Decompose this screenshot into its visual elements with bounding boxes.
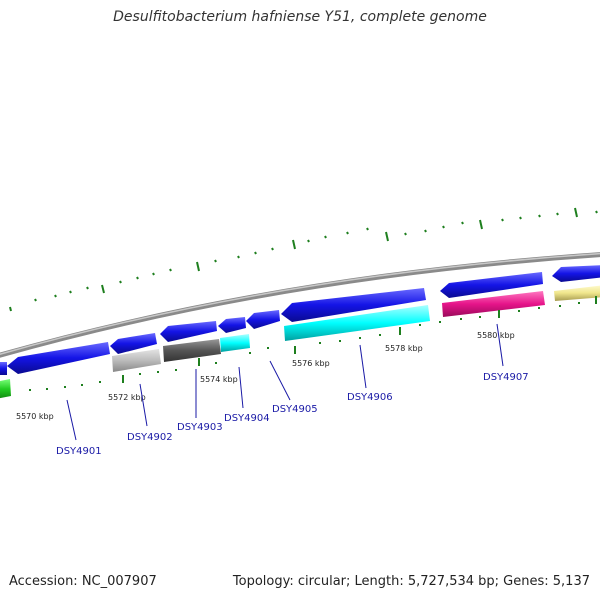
gene-arrow[interactable] bbox=[246, 310, 280, 329]
gene-feature[interactable] bbox=[554, 285, 600, 301]
scale-label: 5578 kbp bbox=[385, 344, 423, 353]
scale-labels: 5570 kbp 5572 kbp 5574 kbp 5576 kbp 5578… bbox=[16, 331, 515, 421]
scale-label: 5580 kbp bbox=[477, 331, 515, 340]
scale-label: 5574 kbp bbox=[200, 375, 238, 384]
tick-ring-inner bbox=[29, 296, 597, 391]
gene-arrow[interactable] bbox=[440, 272, 543, 298]
gene-label-connectors bbox=[66, 323, 504, 441]
gene-label-dsy4905[interactable]: DSY4905 bbox=[272, 404, 318, 415]
gene-arrow[interactable] bbox=[552, 265, 600, 282]
genome-summary-text: Topology: circular; Length: 5,727,534 bp… bbox=[232, 574, 590, 589]
genome-backbone bbox=[0, 252, 600, 358]
gene-label-dsy4902[interactable]: DSY4902 bbox=[127, 432, 173, 443]
tick-ring-outer bbox=[9, 207, 598, 312]
gene-label-dsy4901[interactable]: DSY4901 bbox=[56, 446, 102, 457]
gene-arrow[interactable] bbox=[160, 321, 217, 342]
gene-arrow[interactable] bbox=[0, 362, 7, 375]
scale-label: 5572 kbp bbox=[108, 393, 146, 402]
scale-label: 5570 kbp bbox=[16, 412, 54, 421]
gene-label-dsy4903[interactable]: DSY4903 bbox=[177, 422, 223, 433]
gene-arrow[interactable] bbox=[7, 342, 110, 374]
gene-feature[interactable] bbox=[163, 339, 221, 362]
gene-arrow[interactable] bbox=[218, 317, 246, 333]
gene-arrow[interactable] bbox=[110, 333, 157, 354]
gene-feature[interactable] bbox=[284, 305, 430, 341]
gene-label-dsy4907[interactable]: DSY4907 bbox=[483, 372, 529, 383]
accession-text: Accession: NC_007907 bbox=[9, 574, 157, 589]
scale-label: 5576 kbp bbox=[292, 359, 330, 368]
gene-label-dsy4906[interactable]: DSY4906 bbox=[347, 392, 393, 403]
gene-feature[interactable] bbox=[220, 334, 250, 352]
gene-feature[interactable] bbox=[0, 379, 11, 399]
gene-labels: DSY4901 DSY4902 DSY4903 DSY4904 DSY4905 … bbox=[56, 372, 529, 457]
gene-feature[interactable] bbox=[442, 291, 545, 317]
forward-strand-features bbox=[0, 265, 600, 375]
gene-label-dsy4904[interactable]: DSY4904 bbox=[224, 413, 270, 424]
gene-arrow[interactable] bbox=[281, 288, 426, 322]
genome-title: Desulfitobacterium hafniense Y51, comple… bbox=[113, 9, 487, 25]
reverse-strand-features bbox=[0, 285, 600, 399]
gene-feature[interactable] bbox=[112, 349, 161, 372]
